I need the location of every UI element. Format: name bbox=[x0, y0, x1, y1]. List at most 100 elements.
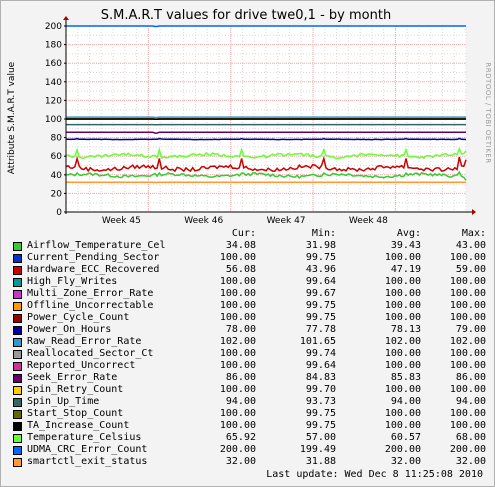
legend-row: Power_Cycle_Count 100.00 99.75 100.00 100.00 bbox=[13, 312, 486, 324]
legend-cur-value: 100.00 bbox=[219, 348, 256, 359]
legend-max-value: 200.00 bbox=[449, 444, 486, 455]
legend-cur-value: 100.00 bbox=[219, 312, 256, 323]
legend-cur-value: 100.00 bbox=[219, 300, 256, 311]
legend-cur-value: 34.08 bbox=[225, 240, 256, 251]
legend-avg-value: 39.43 bbox=[390, 240, 421, 251]
legend-min-value: 99.64 bbox=[305, 360, 336, 371]
legend-series-name: Power_On_Hours bbox=[27, 324, 112, 335]
legend-avg-value: 100.00 bbox=[384, 276, 421, 287]
y-axis-label: Attribute S.M.A.R.T value bbox=[7, 61, 17, 174]
legend-cur-value: 94.00 bbox=[225, 396, 256, 407]
legend-max-value: 32.00 bbox=[455, 456, 486, 467]
legend-row: Spin_Up_Time 94.00 93.73 94.00 94.00 bbox=[13, 396, 486, 408]
legend-avg-value: 78.13 bbox=[390, 324, 421, 335]
y-tick-label: 80 bbox=[51, 134, 63, 144]
legend-cur-value: 100.00 bbox=[219, 408, 256, 419]
legend-min-value: 99.75 bbox=[305, 420, 336, 431]
series-line bbox=[66, 25, 466, 28]
legend-row: smartctl_exit_status 32.00 31.88 32.00 32.00 bbox=[13, 456, 486, 468]
legend-min-value: 99.64 bbox=[305, 276, 336, 287]
legend-swatch bbox=[13, 434, 22, 443]
legend-cur-value: 100.00 bbox=[219, 420, 256, 431]
y-tick-label: 40 bbox=[51, 171, 63, 181]
legend-row: Reported_Uncorrect 100.00 99.64 100.00 100.0… bbox=[13, 360, 486, 372]
legend-row: Power_On_Hours 78.00 77.78 78.13 79.00 bbox=[13, 324, 486, 336]
legend-max-value: 100.00 bbox=[449, 300, 486, 311]
legend-swatch bbox=[13, 422, 22, 431]
legend-min-value: 99.75 bbox=[305, 252, 336, 263]
legend-series-name: Temperature_Celsius bbox=[27, 432, 142, 443]
legend-max-value: 86.00 bbox=[455, 372, 486, 383]
legend-swatch bbox=[13, 326, 22, 335]
legend-min-value: 99.74 bbox=[305, 348, 336, 359]
y-tick-label: 180 bbox=[45, 41, 62, 51]
legend-swatch bbox=[13, 386, 22, 395]
legend-row: UDMA_CRC_Error_Count 200.00 199.49 200.00 20… bbox=[13, 444, 486, 456]
y-tick-labels: 0 20 40 60 80 100 120 140 160 180 200 bbox=[45, 22, 66, 218]
rrdtool-watermark: RRDTOOL / TOBI OETIKER bbox=[484, 62, 492, 163]
y-tick-label: 20 bbox=[51, 189, 63, 199]
legend-swatch bbox=[13, 362, 22, 371]
legend-cur-value: 100.00 bbox=[219, 288, 256, 299]
legend-max-value: 100.00 bbox=[449, 408, 486, 419]
legend-series-name: TA_Increase_Count bbox=[27, 420, 130, 431]
legend-cur-value: 56.08 bbox=[225, 264, 256, 275]
legend-swatch bbox=[13, 266, 22, 275]
legend-row: Airflow_Temperature_Cel 34.08 31.98 39.43 43… bbox=[13, 240, 486, 252]
legend-min-value: 99.75 bbox=[305, 312, 336, 323]
legend-row: High_Fly_Writes 100.00 99.64 100.00 100.00 bbox=[13, 276, 486, 288]
legend-max-value: 100.00 bbox=[449, 360, 486, 371]
legend-max-value: 100.00 bbox=[449, 312, 486, 323]
legend-swatch bbox=[13, 290, 22, 299]
legend-min-value: 199.49 bbox=[299, 444, 336, 455]
legend-min-value: 101.65 bbox=[299, 336, 336, 347]
legend-swatch bbox=[13, 242, 22, 251]
legend-cur-value: 100.00 bbox=[219, 360, 256, 371]
legend-series-name: Airflow_Temperature_Cel bbox=[27, 240, 166, 251]
legend-min-value: 99.70 bbox=[305, 384, 336, 395]
legend-row: Multi_Zone_Error_Rate 100.00 99.67 100.00 10… bbox=[13, 288, 486, 300]
series-line bbox=[65, 155, 467, 173]
series-line bbox=[65, 170, 467, 181]
y-axis-arrow bbox=[63, 16, 69, 20]
legend-row: Seek_Error_Rate 86.00 84.83 85.83 86.00 bbox=[13, 372, 486, 384]
legend-series-name: Spin_Retry_Count bbox=[27, 384, 124, 395]
legend-max-value: 94.00 bbox=[455, 396, 486, 407]
legend-max-value: 100.00 bbox=[449, 348, 486, 359]
legend-series-name: Raw_Read_Error_Rate bbox=[27, 336, 142, 347]
legend-avg-value: 60.57 bbox=[390, 432, 421, 443]
legend-swatch bbox=[13, 410, 22, 419]
legend-cur-value: 100.00 bbox=[219, 252, 256, 263]
legend-cur-value: 65.92 bbox=[225, 432, 256, 443]
legend-cur-value: 200.00 bbox=[219, 444, 256, 455]
legend-row: Offline_Uncorrectable 100.00 99.75 100.00 10… bbox=[13, 300, 486, 312]
legend-series-name: Offline_Uncorrectable bbox=[27, 300, 154, 311]
legend-min-value: 43.96 bbox=[305, 264, 336, 275]
legend-avg-value: 100.00 bbox=[384, 252, 421, 263]
legend-min-value: 57.00 bbox=[305, 432, 336, 443]
legend-series-name: Spin_Up_Time bbox=[27, 396, 100, 407]
legend-avg-value: 85.83 bbox=[390, 372, 421, 383]
legend-swatch bbox=[13, 350, 22, 359]
legend-avg-value: 100.00 bbox=[384, 420, 421, 431]
legend-max-value: 79.00 bbox=[455, 324, 486, 335]
legend-max-value: 68.00 bbox=[455, 432, 486, 443]
header-avg: Avg: bbox=[396, 228, 421, 239]
legend-min-value: 31.98 bbox=[305, 240, 336, 251]
legend-row: Temperature_Celsius 65.92 57.00 60.57 68.00 bbox=[13, 432, 486, 444]
legend-series-name: Start_Stop_Count bbox=[27, 408, 124, 419]
legend-swatch bbox=[13, 314, 22, 323]
legend-swatch bbox=[13, 338, 22, 347]
legend-cur-value: 100.00 bbox=[219, 276, 256, 287]
y-tick-label: 100 bbox=[45, 115, 62, 125]
x-tick-labels: Week 45 Week 46 Week 47 Week 48 bbox=[102, 216, 388, 226]
legend-row: Current_Pending_Sector 100.00 99.75 100.00 1… bbox=[13, 252, 486, 264]
legend-avg-value: 100.00 bbox=[384, 300, 421, 311]
legend-row: Hardware_ECC_Recovered 56.08 43.96 47.19 59.… bbox=[13, 264, 486, 276]
legend-swatch bbox=[13, 254, 22, 263]
legend-avg-value: 100.00 bbox=[384, 384, 421, 395]
legend-series-name: Reallocated_Sector_Ct bbox=[27, 348, 154, 359]
legend-cur-value: 78.00 bbox=[225, 324, 256, 335]
legend-series-name: UDMA_CRC_Error_Count bbox=[27, 444, 148, 455]
